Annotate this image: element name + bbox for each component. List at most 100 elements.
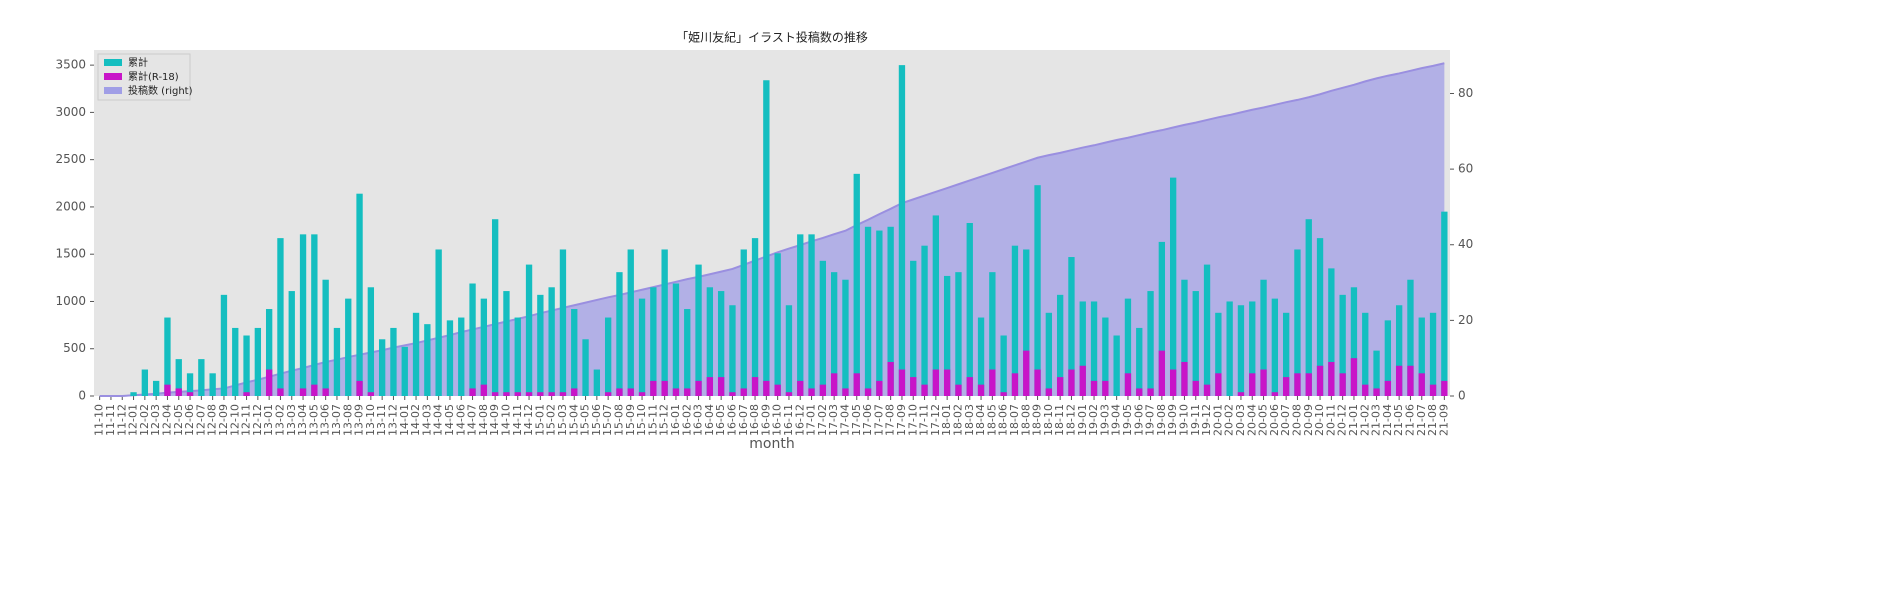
x-tick-label: 20-07: [1279, 404, 1292, 436]
chart-title: 「姫川友紀」イラスト投稿数の推移: [676, 30, 868, 45]
x-tick-label: 21-01: [1347, 404, 1360, 436]
bar: [1181, 361, 1188, 396]
bar: [1316, 238, 1324, 396]
bar: [1023, 249, 1030, 396]
bar: [1068, 257, 1075, 396]
bar: [152, 380, 160, 396]
x-tick-label: 15-09: [624, 404, 637, 436]
bar: [717, 377, 725, 396]
legend-label: 累計: [128, 56, 148, 69]
bar: [1373, 388, 1380, 396]
bar: [1362, 384, 1369, 396]
x-tick-label: 18-08: [1019, 404, 1032, 436]
bar: [740, 388, 747, 396]
bar: [650, 287, 657, 396]
x-tick-label: 15-04: [567, 404, 580, 436]
bar: [1260, 369, 1267, 396]
x-tick-label: 19-02: [1087, 404, 1100, 436]
x-tick-label: 17-07: [872, 404, 885, 436]
bar: [401, 346, 408, 396]
x-tick-label: 13-05: [307, 404, 320, 436]
bar: [898, 65, 906, 397]
bar: [1384, 320, 1392, 396]
x-tick-label: 20-03: [1234, 404, 1247, 436]
bar: [1271, 298, 1279, 396]
y-tick-label: 0: [78, 389, 86, 403]
x-tick-label: 16-02: [680, 404, 693, 436]
bar: [774, 384, 781, 396]
x-tick-label: 16-11: [782, 404, 795, 436]
bar: [638, 298, 646, 396]
x-tick-label: 13-01: [262, 404, 275, 436]
x-tick-label: 21-06: [1403, 404, 1416, 436]
bar: [367, 287, 375, 396]
bar: [265, 309, 273, 396]
bar: [1079, 301, 1086, 396]
bar: [1249, 373, 1256, 396]
bar: [661, 380, 668, 396]
x-tick-label: 17-05: [850, 404, 863, 436]
bar: [491, 392, 499, 396]
bar: [503, 291, 510, 396]
bar: [955, 384, 962, 396]
bar: [1237, 305, 1245, 396]
x-tick-label: 20-08: [1290, 404, 1303, 436]
bar: [1237, 392, 1245, 396]
bar: [1124, 373, 1132, 396]
bar: [1350, 287, 1358, 396]
bar: [1339, 373, 1346, 396]
y-tick-label: 1000: [55, 294, 86, 308]
bar: [469, 283, 476, 396]
bar: [311, 234, 318, 396]
x-tick-label: 13-04: [296, 404, 309, 436]
x-tick-label: 18-01: [940, 404, 953, 436]
x-tick-label: 12-09: [217, 404, 230, 436]
bar: [763, 80, 770, 396]
x-tick-label: 18-07: [1008, 404, 1021, 436]
bar: [650, 380, 657, 396]
x-tick-label: 13-02: [273, 404, 286, 436]
bar: [672, 283, 680, 396]
y-tick-label: 500: [63, 341, 86, 355]
bar: [299, 388, 307, 396]
x-tick-label: 21-04: [1381, 404, 1394, 436]
x-tick-label: 19-10: [1177, 404, 1190, 436]
x-tick-label: 15-06: [590, 404, 603, 436]
bar: [186, 392, 194, 396]
x-axis-label: month: [749, 436, 794, 452]
x-tick-label: 14-10: [499, 404, 512, 436]
x-tick-label: 15-12: [658, 404, 671, 436]
bar: [763, 380, 770, 396]
bar: [559, 249, 567, 396]
x-tick-label: 18-06: [997, 404, 1010, 436]
bar: [243, 335, 250, 396]
bar: [1056, 294, 1064, 396]
bar: [491, 219, 499, 396]
bar: [1000, 335, 1007, 396]
x-tick-label: 19-09: [1166, 404, 1179, 436]
bar: [1316, 365, 1324, 396]
bar: [548, 287, 555, 396]
x-tick-label: 15-11: [646, 404, 659, 436]
bar: [265, 369, 273, 396]
bar: [1215, 312, 1222, 396]
bar: [977, 384, 985, 396]
legend-label: 累計(R-18): [128, 70, 179, 83]
x-tick-label: 18-05: [985, 404, 998, 436]
bar: [367, 392, 375, 396]
x-tick-label: 14-08: [477, 404, 490, 436]
bar: [1203, 264, 1211, 396]
bar: [717, 291, 725, 396]
bar: [1384, 380, 1392, 396]
bar: [774, 253, 781, 396]
bar: [706, 377, 714, 396]
x-tick-label: 20-01: [1211, 404, 1224, 436]
bar: [842, 388, 849, 396]
bar: [1136, 327, 1143, 396]
bar: [751, 238, 759, 396]
bar: [571, 309, 578, 396]
x-tick-label: 16-12: [793, 404, 806, 436]
bar: [785, 392, 793, 396]
x-tick-label: 16-10: [771, 404, 784, 436]
bar: [1169, 177, 1177, 396]
